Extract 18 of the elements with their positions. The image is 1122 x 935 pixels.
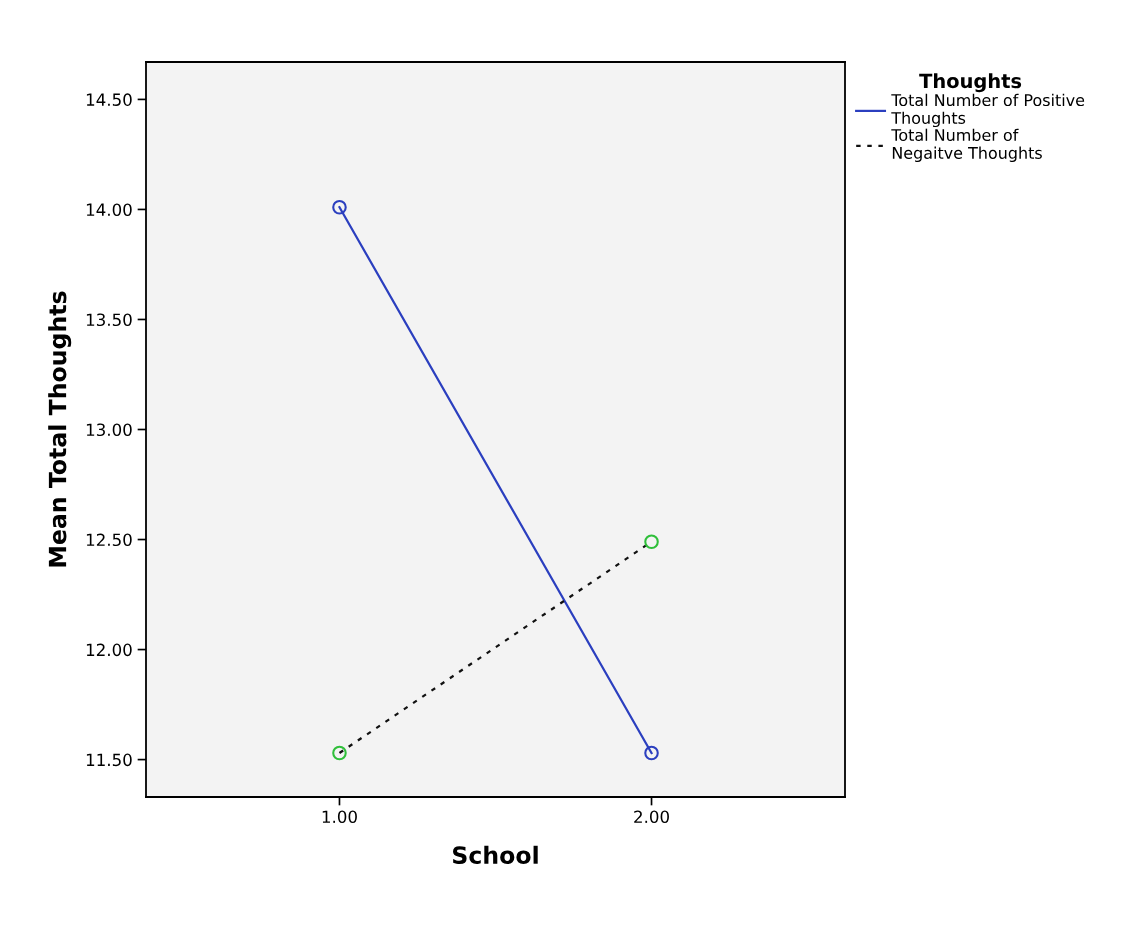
point — [332, 745, 347, 761]
y-tick-label: 14.00 — [86, 203, 132, 217]
y-axis-title: Mean Total Thoughts — [48, 291, 72, 567]
point — [644, 745, 659, 761]
point — [644, 534, 659, 550]
y-tick-label: 12.00 — [86, 643, 132, 657]
y-tick-label: 12.50 — [86, 533, 132, 547]
y-tick-label: 14.50 — [86, 93, 132, 106]
x-tick-label: 1.00 — [322, 810, 357, 824]
point — [332, 199, 347, 215]
legend-title: Thoughts — [919, 73, 1022, 93]
legend-label: Total Number of Negaitve Thoughts — [891, 128, 1042, 163]
y-tick-label: 13.50 — [86, 313, 132, 327]
x-tick-label: 2.00 — [634, 810, 669, 824]
legend-label: Total Number of Positive Thoughts — [891, 93, 1085, 128]
y-tick-label: 13.00 — [86, 423, 132, 437]
y-tick-label: 11.50 — [86, 753, 132, 767]
x-axis-title: School — [453, 845, 538, 865]
